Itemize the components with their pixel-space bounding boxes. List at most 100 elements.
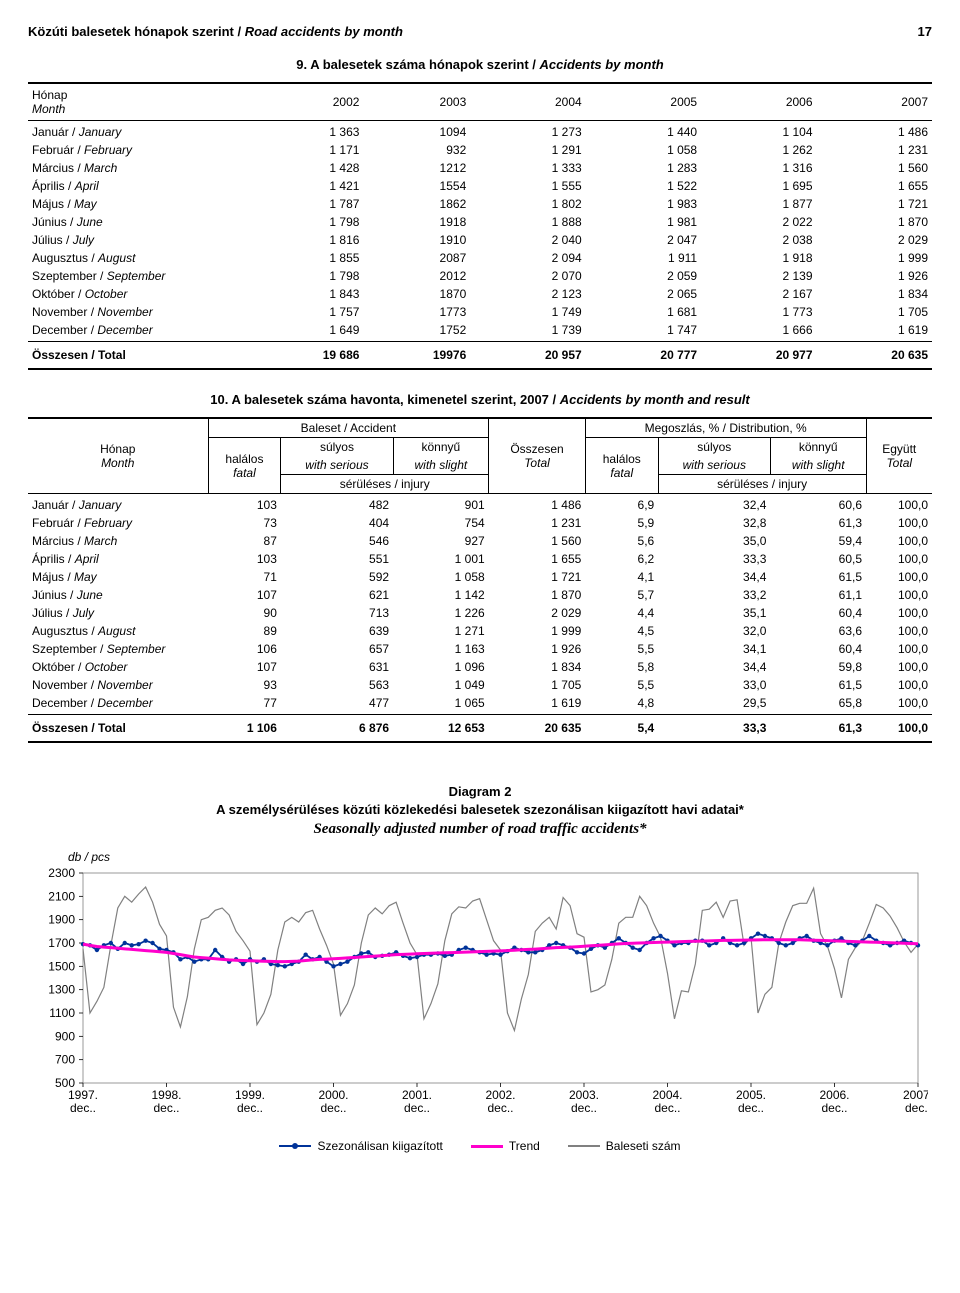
cell: 1 695	[701, 177, 816, 195]
cell: 35,0	[658, 532, 770, 550]
t1-year-1: 2003	[363, 83, 470, 121]
cell: 1 649	[248, 321, 363, 342]
cell: 1752	[363, 321, 470, 342]
table-row: Április / April1035511 0011 6556,233,360…	[28, 550, 932, 568]
cell: 639	[281, 622, 393, 640]
cell: 4,1	[585, 568, 658, 586]
cell: 1 231	[817, 141, 932, 159]
cell: 2 167	[701, 285, 816, 303]
cell: 1 816	[248, 231, 363, 249]
svg-text:1700: 1700	[48, 936, 75, 950]
t2-col-label-en: Month	[32, 456, 204, 470]
svg-text:dec..: dec..	[404, 1101, 430, 1115]
chart-title: Diagram 2 A személysérüléses közúti közl…	[28, 783, 932, 840]
cell: 1 291	[470, 141, 585, 159]
cell: 63,6	[770, 622, 866, 640]
cell: 1 655	[817, 177, 932, 195]
cell: 60,4	[770, 604, 866, 622]
cell: 6,9	[585, 494, 658, 515]
header-title-hu: Közúti balesetek hónapok szerint /	[28, 24, 241, 39]
cell: 1773	[363, 303, 470, 321]
t2-halalos-1: halálos fatal	[208, 438, 281, 494]
cell: 1910	[363, 231, 470, 249]
row-label: Február / February	[28, 514, 208, 532]
table-row: Január / January1034829011 4866,932,460,…	[28, 494, 932, 515]
table-row: Augusztus / August896391 2711 9994,532,0…	[28, 622, 932, 640]
table-row: Augusztus / August1 85520872 0941 9111 9…	[28, 249, 932, 267]
legend-trend: Trend	[471, 1139, 540, 1153]
svg-text:dec..: dec..	[821, 1101, 847, 1115]
cell: 1 773	[701, 303, 816, 321]
cell: 621	[281, 586, 393, 604]
cell: 1 104	[701, 121, 816, 142]
cell: 90	[208, 604, 281, 622]
cell: 100,0	[866, 532, 932, 550]
cell: 35,1	[658, 604, 770, 622]
cell: 2 070	[470, 267, 585, 285]
row-label: Szeptember / September	[28, 267, 248, 285]
cell: 34,4	[658, 568, 770, 586]
t2-total-label: Összesen / Total	[28, 715, 208, 743]
cell: 1 058	[393, 568, 489, 586]
cell: 901	[393, 494, 489, 515]
cell: 1 870	[489, 586, 586, 604]
legend-raw-label: Baleseti szám	[606, 1139, 681, 1153]
svg-text:2006.: 2006.	[819, 1088, 849, 1102]
t1-year-5: 2007	[817, 83, 932, 121]
svg-text:2003.: 2003.	[569, 1088, 599, 1102]
cell: 1 705	[817, 303, 932, 321]
t2-egyutt-head: Együtt Total	[866, 418, 932, 494]
cell: 2 123	[470, 285, 585, 303]
t2-withserious-2: with serious	[658, 456, 770, 475]
cell: 5,5	[585, 676, 658, 694]
cell: 1 283	[586, 159, 701, 177]
cell: 5,9	[585, 514, 658, 532]
cell: 2 022	[701, 213, 816, 231]
table-row: Október / October1076311 0961 8345,834,4…	[28, 658, 932, 676]
cell: 1 619	[817, 321, 932, 342]
cell: 1 440	[586, 121, 701, 142]
row-label: Május / May	[28, 568, 208, 586]
cell: 1212	[363, 159, 470, 177]
table-row: November / November1 75717731 7491 6811 …	[28, 303, 932, 321]
cell: 32,0	[658, 622, 770, 640]
cell: 1862	[363, 195, 470, 213]
row-label: Június / June	[28, 213, 248, 231]
cell: 1 486	[489, 494, 586, 515]
svg-text:dec..: dec..	[487, 1101, 513, 1115]
table-row: Április / April1 42115541 5551 5221 6951…	[28, 177, 932, 195]
t1-year-2: 2004	[470, 83, 585, 121]
svg-text:2004.: 2004.	[652, 1088, 682, 1102]
cell: 77	[208, 694, 281, 715]
t1-total-0: 19 686	[248, 342, 363, 370]
row-label: December / December	[28, 694, 208, 715]
table2-title: 10. A balesetek száma havonta, kimenetel…	[28, 392, 932, 407]
svg-text:1998.: 1998.	[151, 1088, 181, 1102]
table-row: Február / February1 1719321 2911 0581 26…	[28, 141, 932, 159]
legend-sa-label: Szezonálisan kiigazított	[317, 1139, 442, 1153]
table-row: Szeptember / September1066571 1631 9265,…	[28, 640, 932, 658]
svg-text:dec..: dec..	[70, 1101, 96, 1115]
cell: 631	[281, 658, 393, 676]
row-label: Október / October	[28, 285, 248, 303]
cell: 59,4	[770, 532, 866, 550]
cell: 1 681	[586, 303, 701, 321]
cell: 1 226	[393, 604, 489, 622]
chart-svg: 5007009001100130015001700190021002300199…	[28, 868, 928, 1128]
cell: 1 870	[817, 213, 932, 231]
cell: 100,0	[866, 514, 932, 532]
cell: 4,5	[585, 622, 658, 640]
cell: 1 171	[248, 141, 363, 159]
t1-col-label-hu: Hónap	[32, 88, 244, 102]
table-row: Június / June1 79819181 8881 9812 0221 8…	[28, 213, 932, 231]
t2-total-7: 100,0	[866, 715, 932, 743]
cell: 1 999	[817, 249, 932, 267]
cell: 103	[208, 550, 281, 568]
cell: 1 999	[489, 622, 586, 640]
cell: 73	[208, 514, 281, 532]
chart-legend: Szezonálisan kiigazított Trend Baleseti …	[28, 1139, 932, 1153]
table-row: Szeptember / September1 79820122 0702 05…	[28, 267, 932, 285]
cell: 87	[208, 532, 281, 550]
svg-text:1999.: 1999.	[235, 1088, 265, 1102]
cell: 1 065	[393, 694, 489, 715]
